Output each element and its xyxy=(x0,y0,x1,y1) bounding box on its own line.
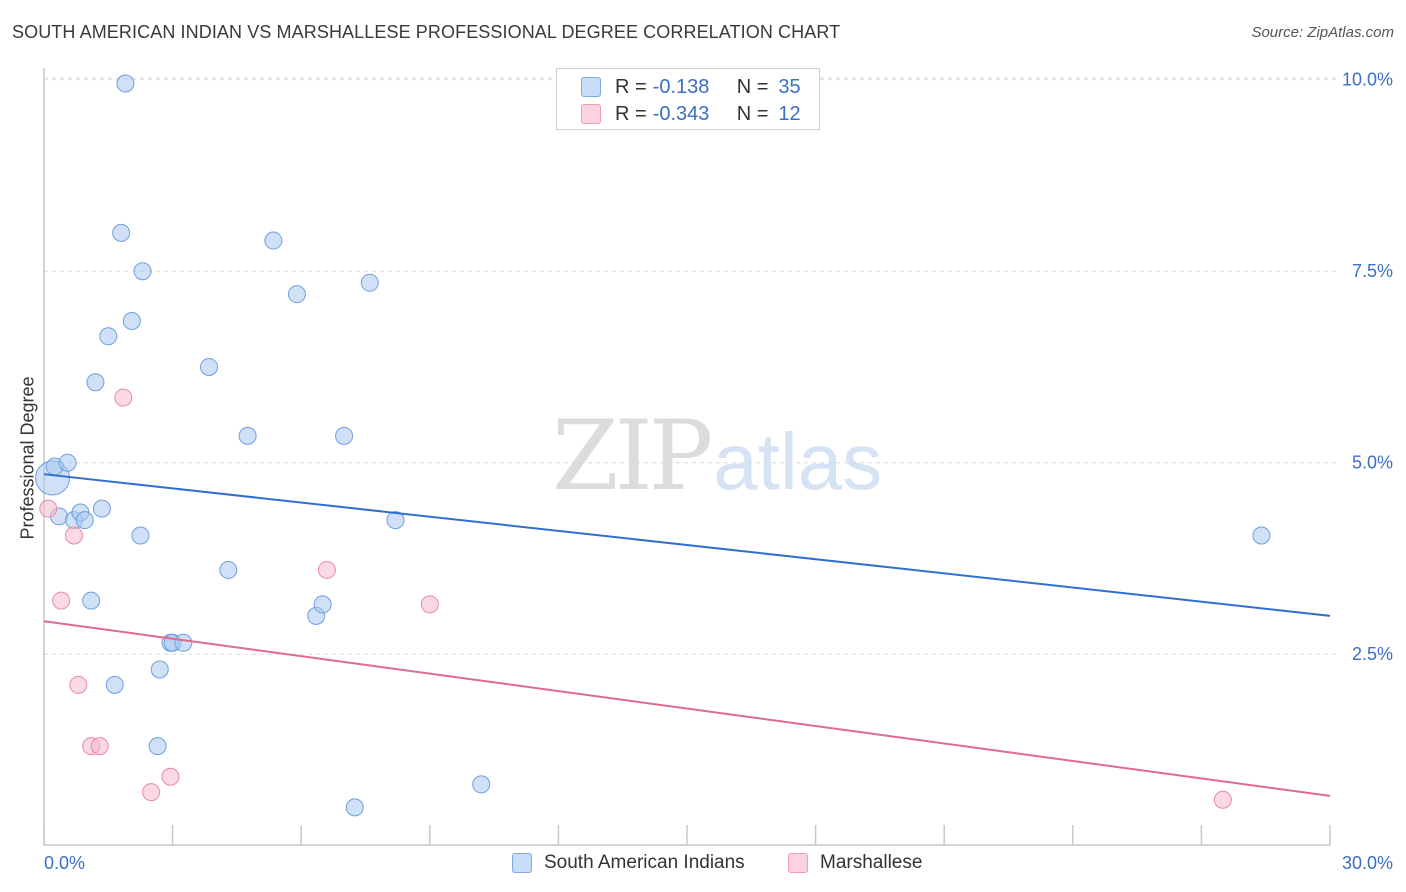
point-south-american-indians xyxy=(59,454,76,471)
point-south-american-indians xyxy=(123,312,140,329)
point-south-american-indians xyxy=(83,592,100,609)
legend-item-south-american-indians[interactable]: South American Indians xyxy=(512,852,745,874)
point-marshallese xyxy=(115,389,132,406)
r-label: R = xyxy=(615,103,647,126)
point-marshallese xyxy=(66,527,83,544)
n-label: N = xyxy=(737,76,769,99)
point-south-american-indians xyxy=(76,512,93,529)
point-south-american-indians xyxy=(473,776,490,793)
pink-swatch-icon xyxy=(788,853,808,873)
trendline-marshallese xyxy=(44,621,1330,796)
point-south-american-indians xyxy=(265,232,282,249)
point-south-american-indians xyxy=(149,738,166,755)
point-south-american-indians xyxy=(100,328,117,345)
grid-lines xyxy=(44,78,1336,654)
point-marshallese xyxy=(318,561,335,578)
point-south-american-indians xyxy=(361,274,378,291)
point-south-american-indians xyxy=(336,427,353,444)
point-south-american-indians xyxy=(106,676,123,693)
point-south-american-indians xyxy=(151,661,168,678)
y-tick-label: 7.5% xyxy=(1352,261,1393,281)
y-tick-label: 5.0% xyxy=(1352,453,1393,473)
n-value: 35 xyxy=(778,76,800,99)
pink-swatch-icon xyxy=(581,104,601,124)
blue-swatch-icon xyxy=(581,77,601,97)
point-marshallese xyxy=(70,676,87,693)
y-tick-label: 2.5% xyxy=(1352,644,1393,664)
point-south-american-indians xyxy=(93,500,110,517)
trend-lines xyxy=(44,474,1330,796)
legend-row-south-american-indians: R = -0.138 N = 35 xyxy=(581,75,801,99)
blue-swatch-icon xyxy=(512,853,532,873)
y-tick-label: 10.0% xyxy=(1342,70,1393,90)
point-south-american-indians xyxy=(132,527,149,544)
point-south-american-indians xyxy=(117,75,134,92)
axes xyxy=(44,68,1330,845)
point-south-american-indians xyxy=(346,799,363,816)
n-value: 12 xyxy=(778,103,800,126)
correlation-legend: R = -0.138 N = 35 R = -0.343 N = 12 xyxy=(556,68,820,130)
trendline-south-american-indians xyxy=(44,474,1330,616)
r-value: -0.343 xyxy=(653,103,723,126)
legend-row-marshallese: R = -0.343 N = 12 xyxy=(581,102,801,126)
point-marshallese xyxy=(91,738,108,755)
scatter-plot: 2.5%5.0%7.5%10.0%0.0% 30.0% xyxy=(0,0,1406,892)
point-marshallese xyxy=(40,500,57,517)
r-value: -0.138 xyxy=(653,76,723,99)
point-south-american-indians xyxy=(113,224,130,241)
point-south-american-indians xyxy=(175,634,192,651)
point-marshallese xyxy=(421,596,438,613)
series-legend: South American Indians Marshallese xyxy=(0,852,1406,876)
point-south-american-indians xyxy=(220,561,237,578)
point-marshallese xyxy=(1214,791,1231,808)
legend-label: South American Indians xyxy=(544,852,745,874)
point-south-american-indians xyxy=(239,427,256,444)
point-south-american-indians xyxy=(134,263,151,280)
n-label: N = xyxy=(737,103,769,126)
legend-item-marshallese[interactable]: Marshallese xyxy=(788,852,922,874)
point-south-american-indians xyxy=(288,286,305,303)
point-south-american-indians xyxy=(1253,527,1270,544)
legend-label: Marshallese xyxy=(820,852,922,874)
point-marshallese xyxy=(143,784,160,801)
point-south-american-indians xyxy=(87,374,104,391)
point-south-american-indians xyxy=(201,358,218,375)
tick-labels: 2.5%5.0%7.5%10.0%0.0% 30.0% xyxy=(44,70,1393,873)
r-label: R = xyxy=(615,76,647,99)
point-marshallese xyxy=(162,768,179,785)
point-marshallese xyxy=(53,592,70,609)
point-south-american-indians xyxy=(314,596,331,613)
